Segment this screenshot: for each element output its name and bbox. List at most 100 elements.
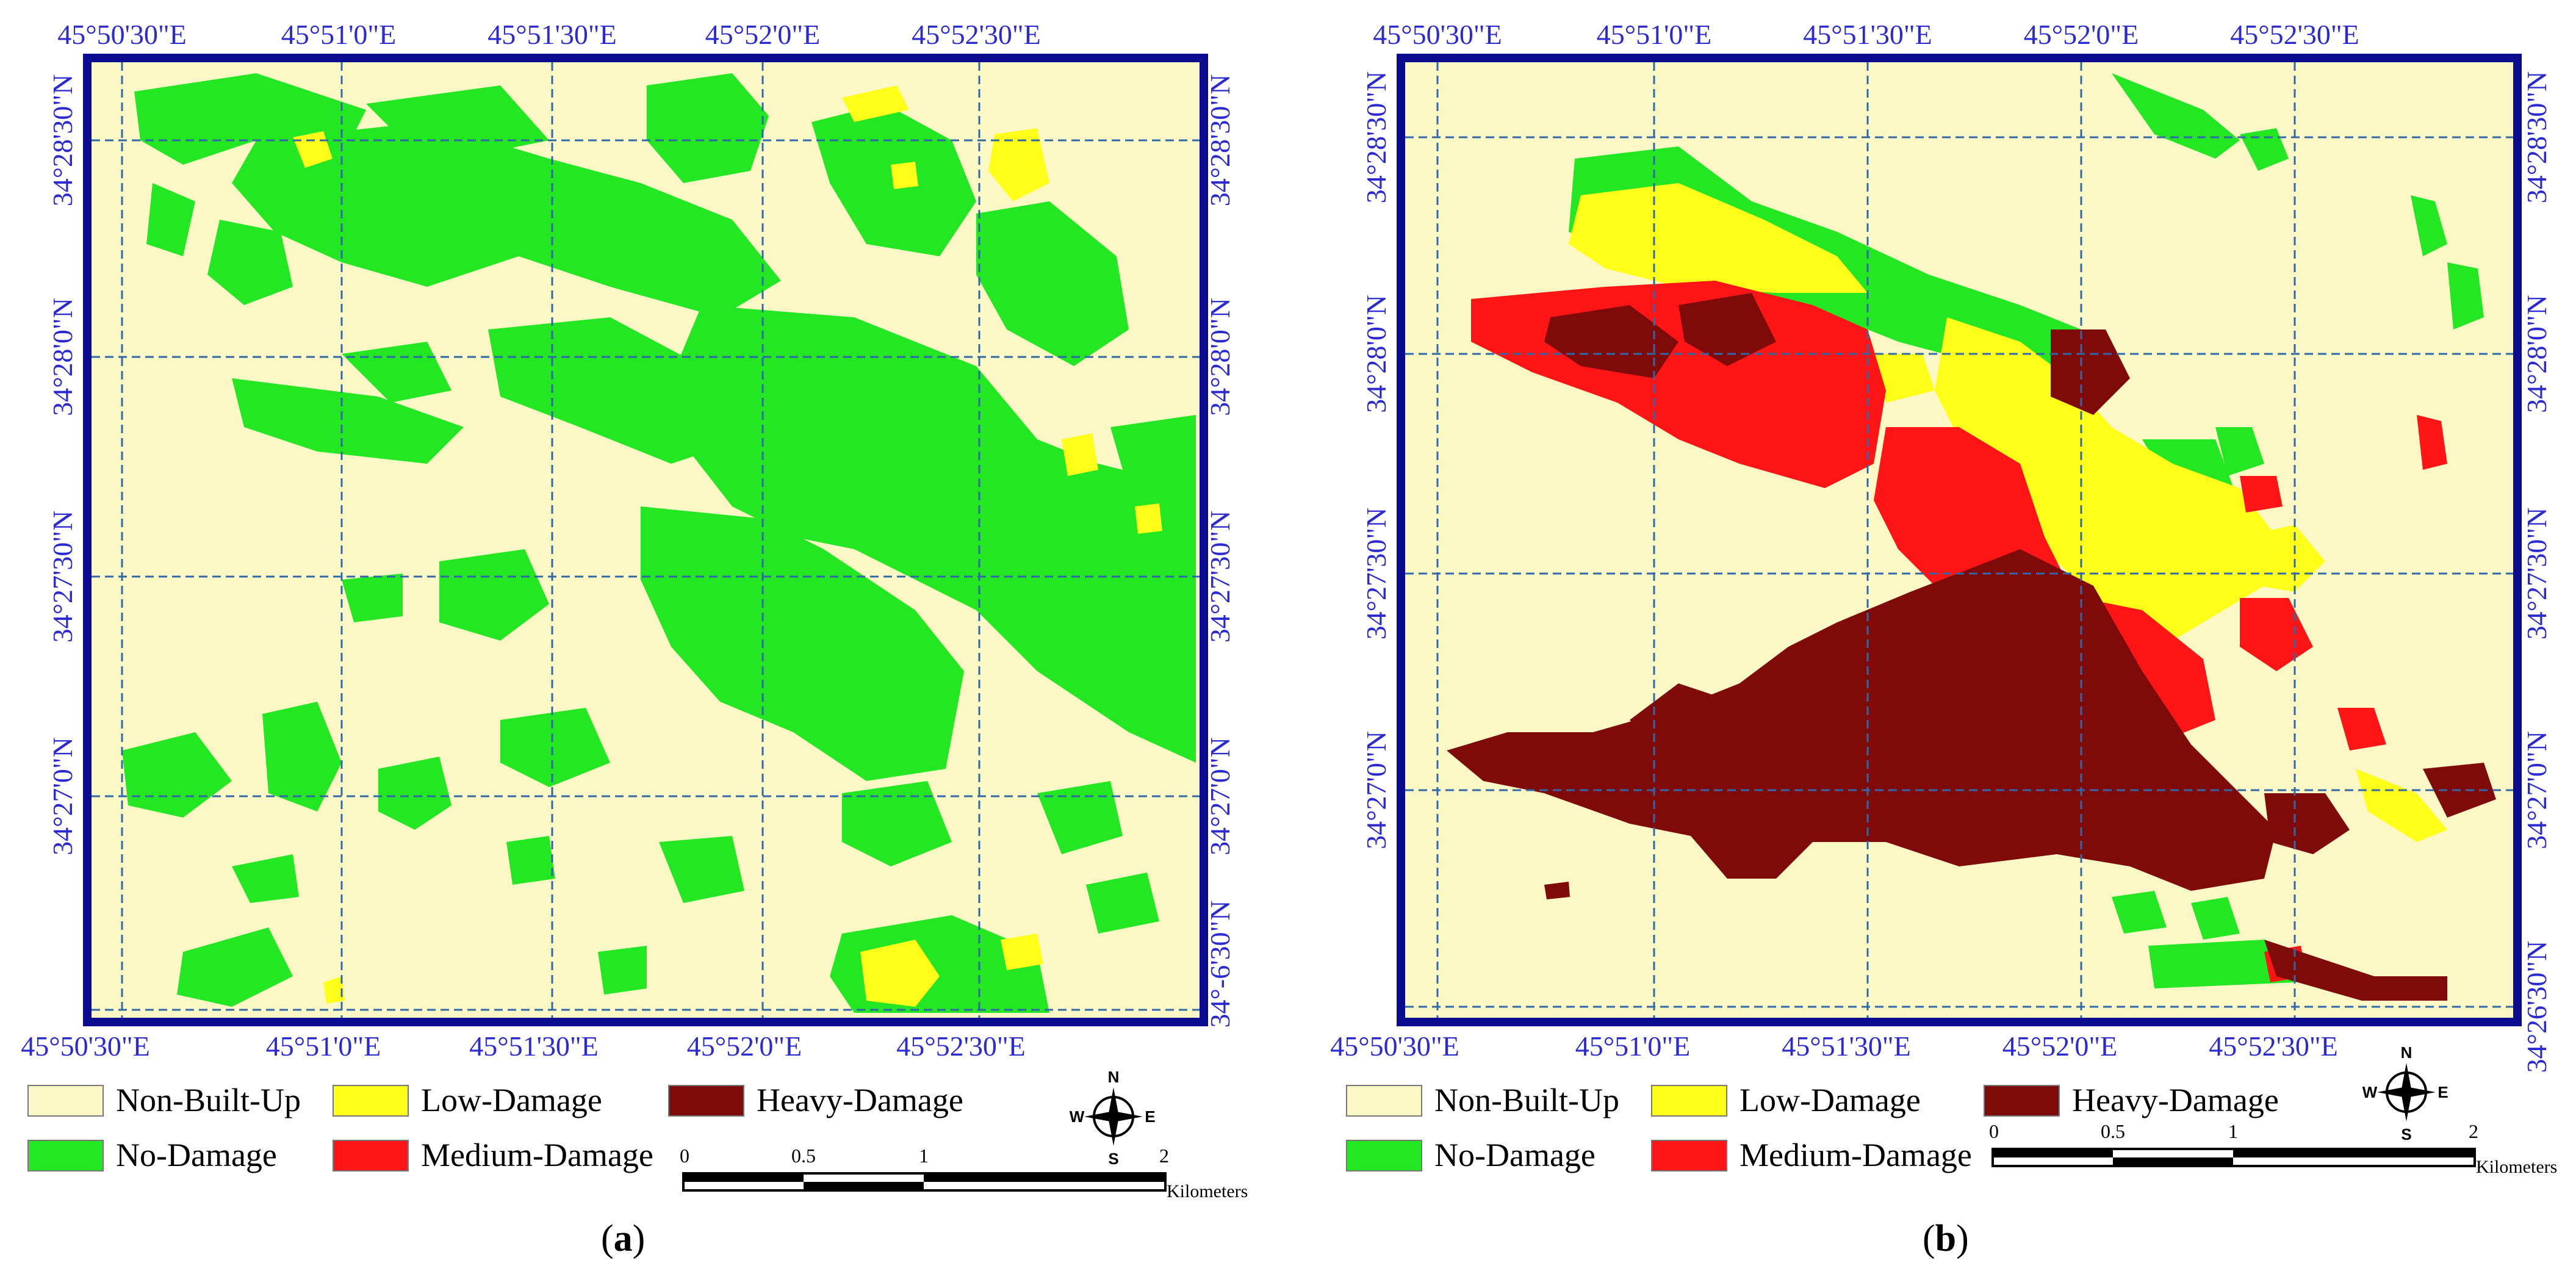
lon-label: 45°51'30"E [487, 19, 617, 50]
lon-label: 45°50'30"E [1330, 1031, 1459, 1062]
lon-label: 45°51'0"E [1575, 1031, 1691, 1062]
legend-label-medium-damage: Medium-Damage [1740, 1137, 1972, 1173]
legend-label-heavy-damage: Heavy-Damage [2072, 1082, 2279, 1118]
lon-label: 45°51'0"E [266, 1031, 381, 1062]
map-area [1405, 62, 2513, 1018]
scale-tick: 0 [1989, 1120, 1999, 1142]
top-longitude-labels: 45°50'30"E 45°51'0"E 45°51'30"E 45°52'0"… [57, 19, 1041, 50]
top-longitude-labels: 45°50'30"E 45°51'0"E 45°51'30"E 45°52'0"… [1373, 19, 2359, 50]
lon-label: 45°52'0"E [2002, 1031, 2118, 1062]
scale-unit: Kilometers [2476, 1157, 2557, 1177]
lat-label: 34°27'30"N [1204, 511, 1236, 643]
compass-s: S [1108, 1150, 1118, 1168]
lat-label: 34°28'0"N [1361, 295, 1392, 413]
lat-label: 34°27'30"N [2521, 508, 2552, 640]
panel-b: 45°50'30"E 45°51'0"E 45°51'30"E 45°52'0"… [1288, 0, 2576, 1285]
lat-label: 34°27'0"N [47, 737, 78, 855]
lat-label: 34°28'30"N [1204, 74, 1236, 207]
compass-s: S [2401, 1125, 2411, 1143]
lon-label: 45°51'30"E [469, 1031, 599, 1062]
bottom-longitude-labels: 45°50'30"E 45°51'0"E 45°51'30"E 45°52'0"… [21, 1031, 1026, 1062]
scale-bar: 0 0.5 1 2 Kilometers [680, 1145, 1248, 1201]
legend-label-low-damage: Low-Damage [421, 1082, 602, 1118]
lon-label: 45°51'0"E [281, 19, 397, 50]
lon-label: 45°51'30"E [1782, 1031, 1911, 1062]
lon-label: 45°52'30"E [2209, 1031, 2338, 1062]
panel-letter-text: a [613, 1218, 633, 1259]
lon-label: 45°52'30"E [912, 19, 1041, 50]
lat-label: 34°27'0"N [1361, 731, 1392, 849]
lon-label: 45°50'30"E [21, 1031, 150, 1062]
legend-swatch-non-built-up [1346, 1085, 1422, 1117]
panel-letter-text: b [1935, 1218, 1957, 1259]
damage-map-a: 45°50'30"E 45°51'0"E 45°51'30"E 45°52'0"… [21, 19, 1248, 1201]
right-latitude-labels: 34°28'30"N 34°28'0"N 34°27'30"N 34°27'0"… [1204, 74, 1236, 1028]
compass-e: E [2437, 1083, 2448, 1101]
scale-tick: 0.5 [2101, 1120, 2125, 1142]
scale-tick: 2 [2469, 1120, 2478, 1142]
scale-unit: Kilometers [1167, 1181, 1248, 1201]
lat-label: 34°28'30"N [47, 74, 78, 207]
no-damage-areas [122, 73, 1196, 1013]
lon-label: 45°52'0"E [705, 19, 821, 50]
scale-tick: 2 [1159, 1145, 1169, 1167]
legend-swatch-heavy-damage [1984, 1085, 2060, 1117]
lon-label: 45°52'30"E [896, 1031, 1026, 1062]
map-frame [83, 54, 1208, 1026]
lat-label: 34°28'0"N [2521, 295, 2552, 413]
legend-label-no-damage: No-Damage [116, 1137, 277, 1173]
bottom-longitude-labels: 45°50'30"E 45°51'0"E 45°51'30"E 45°52'0"… [1330, 1031, 2338, 1062]
legend-swatch-no-damage [27, 1140, 104, 1172]
left-latitude-labels: 34°28'30"N 34°28'0"N 34°27'30"N 34°27'0"… [47, 74, 78, 855]
legend-label-non-built-up: Non-Built-Up [1434, 1082, 1619, 1118]
right-latitude-labels: 34°28'30"N 34°28'0"N 34°27'30"N 34°27'0"… [2521, 71, 2552, 1073]
panel-a: 45°50'30"E 45°51'0"E 45°51'30"E 45°52'0"… [21, 19, 1248, 1259]
legend-swatch-medium-damage [1651, 1140, 1727, 1172]
graticule [1405, 62, 2513, 1018]
lat-label: 34°27'0"N [2521, 731, 2552, 849]
compass-w: W [1070, 1107, 1085, 1126]
legend-swatch-medium-damage [333, 1140, 409, 1172]
map-frame [1397, 54, 2522, 1026]
lon-label: 45°50'30"E [57, 19, 187, 50]
lat-label: 34°27'0"N [1204, 737, 1236, 855]
lon-label: 45°52'0"E [2024, 19, 2139, 50]
lat-label: 34°27'30"N [47, 511, 78, 643]
lon-label: 45°52'0"E [687, 1031, 802, 1062]
compass-e: E [1145, 1107, 1155, 1126]
lon-label: 45°52'30"E [2230, 19, 2359, 50]
legend-swatch-low-damage [1651, 1085, 1727, 1117]
panel-letter-a: (a) [601, 1218, 646, 1259]
legend-swatch-low-damage [333, 1085, 409, 1117]
north-arrow-compass-icon: N S W E [2362, 1043, 2448, 1143]
scale-tick: 0 [680, 1145, 689, 1167]
scale-bar: 0 0.5 1 2 Kilometers [1989, 1120, 2557, 1177]
legend-label-low-damage: Low-Damage [1740, 1082, 1921, 1118]
map-area [92, 62, 1200, 1018]
scale-tick: 0.5 [791, 1145, 816, 1167]
legend-label-no-damage: No-Damage [1434, 1137, 1596, 1173]
lon-label: 45°51'0"E [1597, 19, 1712, 50]
legend-swatch-heavy-damage [668, 1085, 744, 1117]
lat-label: 34°26'30"N [2521, 941, 2552, 1073]
lat-label: 34°28'0"N [47, 298, 78, 416]
lat-label: 34°28'0"N [1204, 298, 1236, 416]
lat-label: 34°28'30"N [2521, 71, 2552, 204]
legend-swatch-non-built-up [27, 1085, 104, 1117]
legend-swatch-no-damage [1346, 1140, 1422, 1172]
lon-label: 45°51'30"E [1803, 19, 1932, 50]
left-latitude-labels: 34°28'30"N 34°28'0"N 34°27'30"N 34°27'0"… [1361, 71, 1392, 849]
scale-tick: 1 [919, 1145, 929, 1167]
panel-letter-b: (b) [1923, 1218, 1969, 1259]
compass-w: W [2362, 1083, 2378, 1101]
legend-label-heavy-damage: Heavy-Damage [757, 1082, 963, 1118]
scale-tick: 1 [2228, 1120, 2238, 1142]
lat-label: 34°-6'30"N [1204, 901, 1236, 1028]
legend-label-medium-damage: Medium-Damage [421, 1137, 653, 1173]
lat-label: 34°28'30"N [1361, 71, 1392, 204]
compass-n: N [1108, 1068, 1120, 1086]
lon-label: 45°50'30"E [1373, 19, 1502, 50]
legend-label-non-built-up: Non-Built-Up [116, 1082, 301, 1118]
graticule [92, 62, 1200, 1018]
damage-map-b: 45°50'30"E 45°51'0"E 45°51'30"E 45°52'0"… [1330, 19, 2557, 1177]
